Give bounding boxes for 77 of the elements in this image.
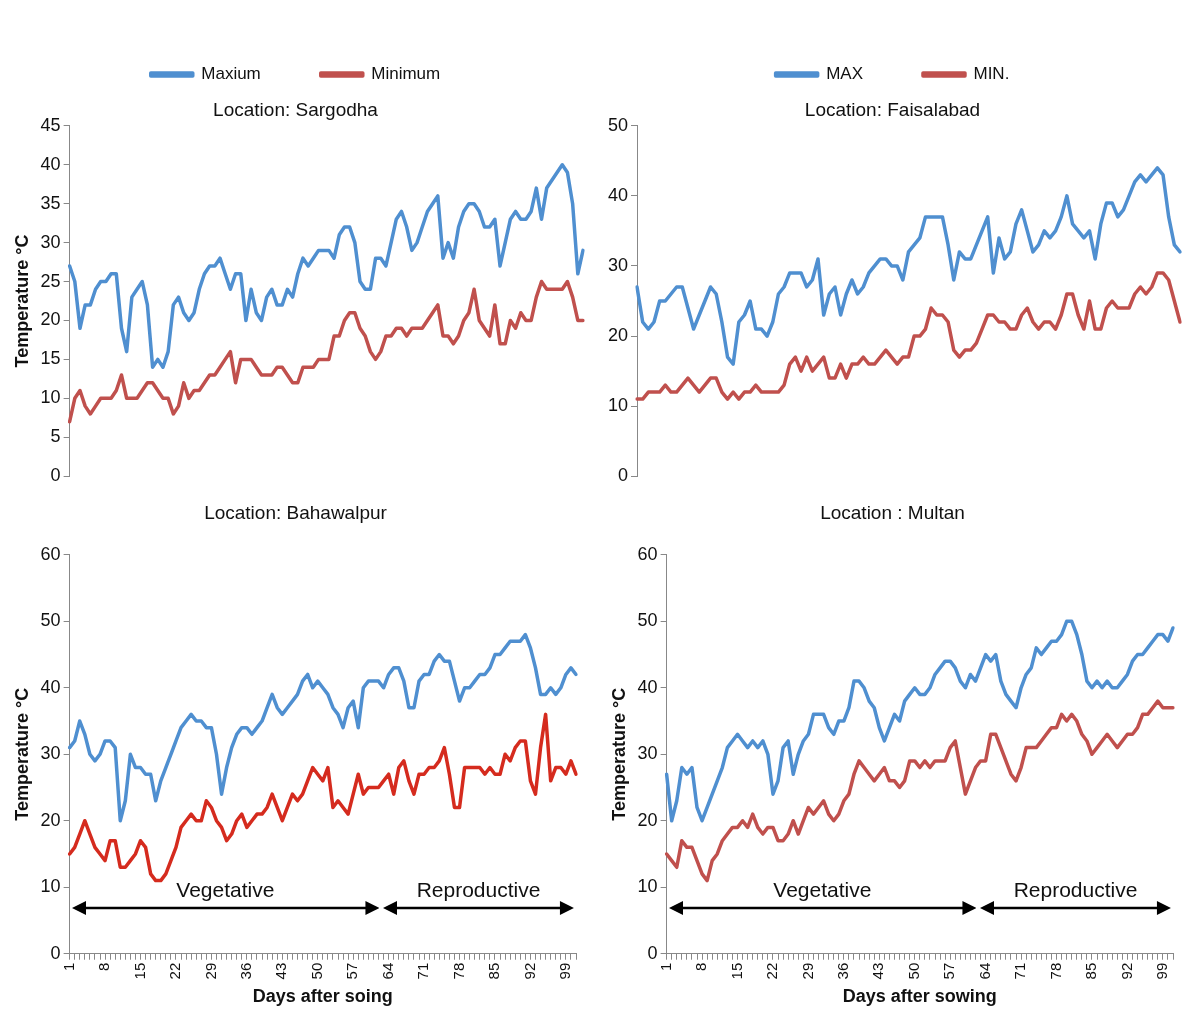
x-tick-label: 15 (130, 962, 148, 980)
x-tick-label: 43 (869, 962, 887, 980)
x-tick-label: 57 (940, 962, 958, 980)
x-tick-label: 22 (166, 962, 184, 980)
x-tick-label: 8 (95, 962, 113, 972)
x-tick-label: 1 (656, 962, 674, 972)
y-tick-label: 0 (618, 465, 629, 486)
x-tick-label: 8 (692, 962, 710, 972)
y-tick-label: 30 (40, 743, 61, 764)
x-tick-label: 85 (485, 962, 503, 980)
y-axis-title: Temperature °C (11, 234, 32, 368)
x-tick-label: 29 (798, 962, 816, 980)
chart-title: Location : Multan (820, 501, 965, 523)
chart-title: Location: Sargodha (213, 98, 379, 120)
legend-label: Maxium (201, 64, 261, 84)
x-axis-title: Days after soing (252, 986, 393, 1007)
y-tick-label: 20 (40, 309, 61, 330)
y-tick-label: 60 (637, 543, 658, 564)
annotation: Vegetative (176, 878, 275, 902)
y-tick-label: 10 (40, 387, 61, 408)
y-tick-label: 10 (607, 395, 629, 416)
x-axis-title: Days after sowing (842, 986, 997, 1007)
x-tick-label: 36 (236, 962, 254, 980)
legend-label: MAX (826, 64, 863, 84)
annotation: Reproductive (1013, 878, 1138, 902)
x-tick-label: 99 (1153, 962, 1171, 980)
y-tick-label: 40 (40, 153, 61, 174)
x-tick-label: 64 (975, 962, 993, 980)
annotation: Reproductive (416, 878, 541, 902)
x-tick-label: 1 (59, 962, 77, 972)
y-tick-label: 20 (40, 809, 61, 830)
y-tick-label: 40 (637, 676, 658, 697)
y-tick-label: 45 (40, 114, 61, 135)
y-axis-title: Temperature °C (11, 687, 32, 821)
y-tick-label: 40 (40, 676, 61, 697)
y-tick-label: 35 (40, 192, 61, 213)
y-tick-label: 50 (40, 610, 61, 631)
y-tick-label: 0 (647, 942, 658, 963)
x-tick-label: 78 (449, 962, 467, 980)
y-tick-label: 50 (637, 610, 658, 631)
x-tick-label: 78 (1046, 962, 1064, 980)
y-tick-label: 25 (40, 270, 61, 291)
x-tick-label: 57 (343, 962, 361, 980)
x-tick-label: 15 (727, 962, 745, 980)
y-tick-label: 0 (50, 465, 61, 486)
x-tick-label: 50 (904, 962, 922, 980)
x-tick-label: 99 (556, 962, 574, 980)
y-tick-label: 30 (607, 254, 629, 275)
y-tick-label: 10 (637, 876, 658, 897)
x-tick-label: 36 (833, 962, 851, 980)
x-tick-label: 71 (414, 962, 432, 980)
y-tick-label: 40 (607, 184, 629, 205)
y-tick-label: 50 (607, 114, 629, 135)
annotation: Vegetative (773, 878, 872, 902)
x-tick-label: 92 (1117, 962, 1135, 980)
x-tick-label: 64 (378, 962, 396, 980)
y-tick-label: 30 (637, 743, 658, 764)
x-tick-label: 50 (307, 962, 325, 980)
y-tick-label: 60 (40, 543, 61, 564)
legend-label: MIN. (973, 64, 1010, 84)
chart-title: Location: Faisalabad (804, 98, 981, 120)
chart-title: Location: Bahawalpur (204, 501, 388, 523)
y-tick-label: 0 (50, 942, 61, 963)
x-tick-label: 71 (1011, 962, 1029, 980)
legend-label: Minimum (371, 64, 441, 84)
y-tick-label: 10 (40, 876, 61, 897)
y-tick-label: 20 (607, 325, 629, 346)
y-tick-label: 30 (40, 231, 61, 252)
y-tick-label: 5 (50, 426, 61, 447)
x-tick-label: 43 (272, 962, 290, 980)
x-tick-label: 85 (1082, 962, 1100, 980)
x-tick-label: 22 (763, 962, 781, 980)
y-tick-label: 15 (40, 348, 61, 369)
y-tick-label: 20 (637, 809, 658, 830)
x-tick-label: 92 (520, 962, 538, 980)
x-tick-label: 29 (201, 962, 219, 980)
y-axis-title: Temperature °C (608, 687, 629, 821)
